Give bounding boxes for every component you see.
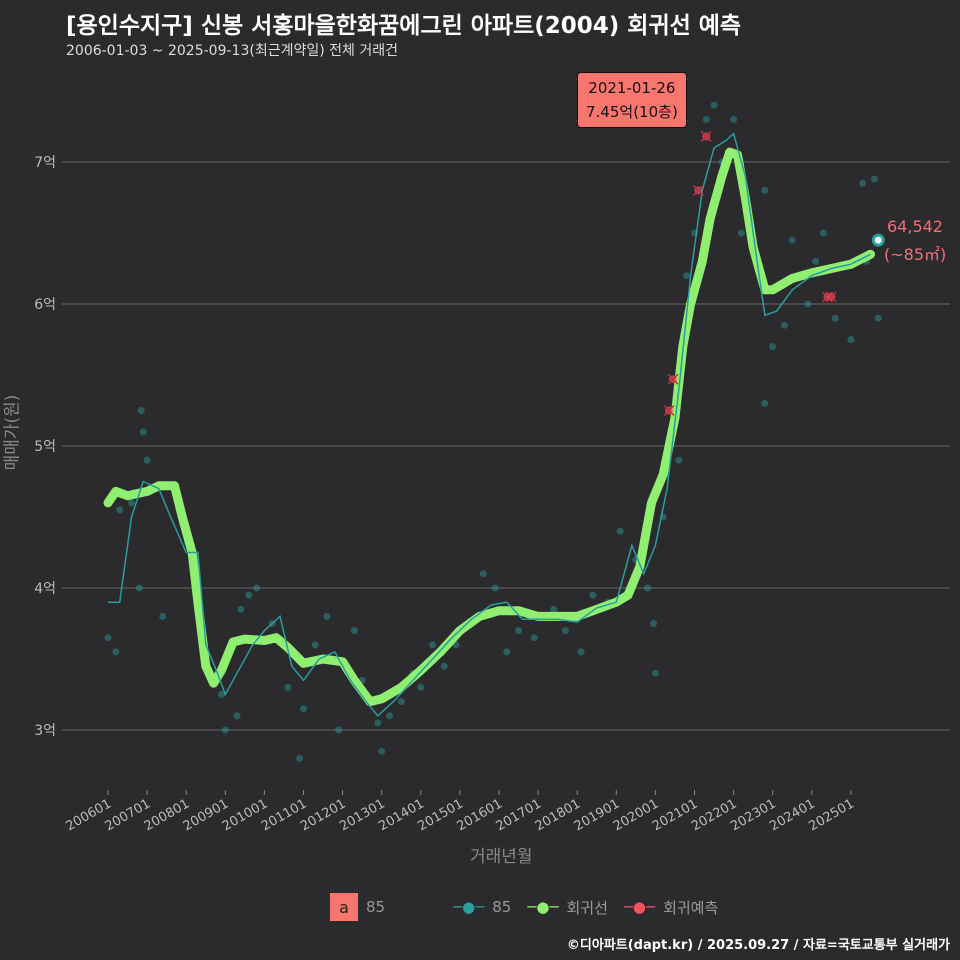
prediction-marker: [663, 404, 675, 417]
transaction-point: [479, 570, 487, 578]
transaction-point: [284, 683, 292, 691]
transaction-point: [831, 314, 839, 322]
transaction-point: [429, 641, 437, 649]
transaction-point: [577, 648, 585, 656]
transaction-point: [761, 399, 769, 407]
transaction-point: [440, 662, 448, 670]
regression-line: [103, 147, 875, 707]
transaction-point: [503, 648, 511, 656]
transaction-point: [374, 719, 382, 727]
transaction-point: [616, 527, 624, 535]
transaction-point: [237, 605, 245, 613]
transaction-point: [874, 314, 882, 322]
transaction-point: [397, 698, 405, 706]
transaction-point: [253, 584, 261, 592]
transaction-point: [820, 229, 828, 237]
transaction-point: [651, 669, 659, 677]
transaction-point: [350, 627, 358, 635]
transaction-point: [323, 612, 331, 620]
x-axis-title: 거래년월: [470, 847, 533, 867]
transaction-point: [245, 591, 253, 599]
legend-label: 85: [492, 898, 512, 916]
transaction-point: [104, 634, 112, 642]
prediction-marker: [700, 130, 712, 142]
transaction-point: [311, 641, 319, 649]
legend-key-85: ─●─: [453, 898, 485, 916]
transaction-point: [804, 300, 812, 308]
transaction-point: [561, 627, 569, 635]
legend-box: a: [330, 893, 358, 921]
transaction-point: [710, 101, 718, 109]
transaction-point: [378, 747, 386, 755]
transaction-point: [233, 712, 241, 720]
transaction-point: [859, 179, 867, 187]
transaction-point: [675, 456, 683, 464]
chart-subtitle: 2006-01-03 ~ 2025-09-13(최근계약일) 전체 거래건: [66, 43, 398, 59]
legend-label: 회귀선: [566, 898, 608, 917]
transaction-point: [112, 648, 120, 656]
transaction-point: [417, 683, 425, 691]
transaction-point: [217, 691, 225, 698]
moving-average-line: [108, 132, 871, 717]
transaction-point: [386, 712, 394, 720]
transaction-point: [300, 705, 307, 713]
end-area-label: (~85㎡): [884, 245, 946, 264]
transaction-point: [847, 336, 855, 343]
transaction-point: [649, 620, 657, 627]
y-tick-label: 6억: [34, 297, 56, 313]
prediction-marker: [667, 373, 679, 385]
y-tick-label: 5억: [34, 439, 56, 455]
prediction-marker: [825, 291, 837, 303]
latest-point: [871, 233, 885, 247]
transaction-point: [159, 612, 167, 620]
transaction-point: [644, 584, 652, 592]
transaction-point: [730, 115, 738, 123]
transaction-point: [870, 175, 878, 183]
transaction-point: [550, 605, 558, 613]
chart-title: [용인수지구] 신봉 서홍마을한화꿈에그린 아파트(2004) 회귀선 예측: [66, 13, 742, 39]
transaction-point: [116, 506, 124, 514]
transaction-point: [139, 428, 147, 436]
legend-label: 회귀예측: [663, 898, 719, 917]
transaction-point: [788, 236, 796, 244]
y-axis-title: 매매가(원): [2, 394, 23, 471]
footer-credit: ©디아파트(dapt.kr) / 2025.09.27 / 자료=국토교통부 실…: [566, 938, 950, 953]
y-tick-label: 3억: [34, 723, 56, 739]
annotation-date: 2021-01-26: [588, 79, 676, 97]
y-tick-label: 7억: [34, 155, 56, 171]
transaction-point: [491, 584, 499, 592]
annotation-value: 7.45억(10층): [586, 103, 678, 121]
peak-annotation: 2021-01-26 7.45억(10층): [577, 72, 687, 128]
x-tick-label: 202501: [806, 796, 856, 834]
transaction-point: [135, 584, 143, 592]
y-tick-label: 4억: [34, 581, 56, 597]
transaction-point: [335, 726, 343, 734]
legend-key-prediction: ─●─: [623, 898, 656, 916]
transaction-point: [769, 343, 777, 351]
transaction-point: [137, 407, 145, 414]
legend-box-label: 85: [366, 898, 386, 916]
transaction-point: [737, 229, 745, 237]
transaction-point: [530, 634, 538, 642]
transaction-point: [143, 456, 151, 464]
transaction-point: [702, 115, 710, 123]
transaction-point: [812, 257, 820, 265]
transaction-point: [683, 272, 691, 280]
transaction-point: [780, 321, 788, 329]
transaction-point: [221, 726, 229, 734]
transaction-point: [127, 499, 135, 507]
legend: a 85 ─●─ 85 ─●─ 회귀선 ─●─ 회귀예측: [330, 893, 718, 921]
transaction-point: [296, 754, 304, 762]
transaction-point: [589, 591, 597, 599]
transaction-point: [515, 627, 523, 635]
end-value-label: 64,542: [887, 217, 943, 236]
prediction-marker: [692, 184, 704, 196]
legend-key-regression: ─●─: [527, 898, 559, 916]
transaction-point: [761, 186, 769, 194]
